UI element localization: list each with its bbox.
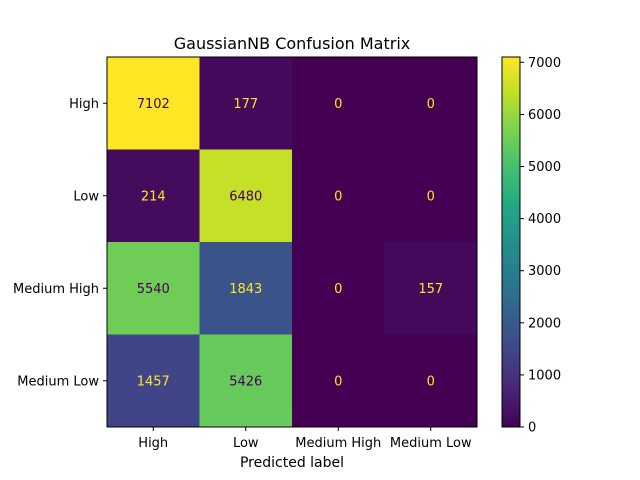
heatmap-cell bbox=[107, 57, 200, 150]
cell-value-label: 1457 bbox=[137, 374, 170, 389]
colorbar-tick-label: 2000 bbox=[528, 316, 561, 331]
heatmap-cell bbox=[292, 57, 385, 150]
cell-value-label: 7102 bbox=[137, 97, 170, 112]
heatmap-cell-labels: 7102 177 0 0 214 6480 0 0 5540 1843 0 157 1457 5426 0 0 bbox=[137, 97, 443, 390]
heatmap-cell bbox=[292, 149, 385, 243]
heatmap-cell bbox=[199, 242, 293, 335]
colorbar-tick-label: 4000 bbox=[528, 212, 561, 227]
cell-value-label: 157 bbox=[418, 282, 443, 297]
colorbar-tick-label: 6000 bbox=[528, 108, 561, 123]
cell-value-label: 0 bbox=[427, 374, 435, 389]
heatmap-cell bbox=[199, 149, 293, 243]
cell-value-label: 0 bbox=[334, 189, 342, 204]
heatmap-cell bbox=[199, 334, 293, 428]
colorbar-tick-label: 7000 bbox=[528, 56, 561, 71]
colorbar bbox=[501, 56, 521, 428]
cell-value-label: 177 bbox=[233, 97, 258, 112]
heatmap-cell bbox=[107, 334, 200, 428]
colorbar-ticks: 0 1000 2000 3000 4000 5000 6000 7000 bbox=[520, 56, 561, 436]
heatmap-cell bbox=[384, 149, 478, 243]
chart-title: GaussianNB Confusion Matrix bbox=[174, 34, 410, 53]
cell-value-label: 6480 bbox=[229, 189, 262, 204]
cell-value-label: 5540 bbox=[137, 282, 170, 297]
x-axis-ticks: High Low Medium High Medium Low bbox=[138, 427, 472, 451]
heatmap-cell bbox=[292, 242, 385, 335]
cell-value-label: 0 bbox=[334, 282, 342, 297]
plot-frame bbox=[106, 56, 478, 428]
heatmap-cell bbox=[384, 57, 478, 150]
cell-value-label: 0 bbox=[427, 189, 435, 204]
cell-value-label: 214 bbox=[141, 189, 166, 204]
x-tick-label: Medium Low bbox=[390, 436, 472, 451]
cell-value-label: 1843 bbox=[229, 282, 262, 297]
heatmap-cell bbox=[107, 242, 200, 335]
colorbar-tick-label: 3000 bbox=[528, 264, 561, 279]
heatmap-cell bbox=[107, 149, 200, 243]
y-tick-label: Low bbox=[73, 189, 99, 204]
heatmap-cell bbox=[292, 334, 385, 428]
y-axis-ticks: High Low Medium High Medium Low bbox=[13, 97, 107, 389]
y-tick-label: Medium High bbox=[13, 282, 99, 297]
heatmap-cell bbox=[384, 334, 478, 428]
cell-value-label: 0 bbox=[334, 374, 342, 389]
cell-value-label: 5426 bbox=[229, 374, 262, 389]
colorbar-tick-label: 1000 bbox=[528, 368, 561, 383]
heatmap-cells bbox=[107, 57, 478, 428]
heatmap-cell bbox=[384, 242, 478, 335]
colorbar-tick-label: 5000 bbox=[528, 160, 561, 175]
cell-value-label: 0 bbox=[427, 97, 435, 112]
y-tick-label: High bbox=[69, 97, 99, 112]
y-tick-label: Medium Low bbox=[17, 374, 99, 389]
x-tick-label: High bbox=[138, 436, 168, 451]
cell-value-label: 0 bbox=[334, 97, 342, 112]
heatmap-cell bbox=[199, 57, 293, 150]
colorbar-tick-label: 0 bbox=[528, 421, 536, 436]
x-axis-label: Predicted label bbox=[240, 455, 344, 471]
x-tick-label: Low bbox=[233, 436, 259, 451]
x-tick-label: Medium High bbox=[295, 436, 381, 451]
